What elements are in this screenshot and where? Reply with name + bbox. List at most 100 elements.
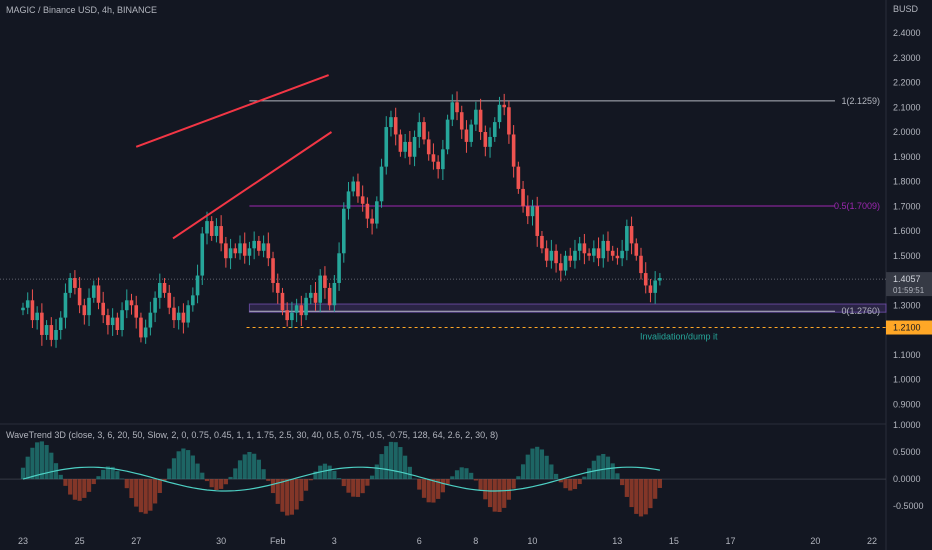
candle-body bbox=[242, 243, 247, 256]
osc-wave-bar bbox=[341, 479, 346, 487]
osc-wave-bar bbox=[473, 479, 478, 481]
candle-body bbox=[332, 282, 337, 306]
osc-wave-bar bbox=[72, 479, 77, 500]
candle-body bbox=[577, 243, 582, 251]
candle-body bbox=[389, 117, 393, 128]
osc-wave-bar bbox=[219, 479, 224, 489]
osc-wave-bar bbox=[157, 479, 162, 493]
candle-body bbox=[134, 305, 139, 318]
y-tick-label: 2.4000 bbox=[893, 28, 921, 38]
y-tick-label: 2.1000 bbox=[893, 102, 921, 112]
candle-body bbox=[44, 325, 49, 335]
candle-body bbox=[181, 312, 186, 323]
osc-tick-label: 1.0000 bbox=[893, 420, 921, 430]
candle-body bbox=[384, 127, 389, 167]
osc-wave-bar bbox=[299, 479, 304, 502]
candle-body bbox=[554, 250, 558, 264]
candle-body bbox=[478, 109, 483, 132]
osc-wave-bar bbox=[525, 454, 530, 480]
osc-wave-bar bbox=[478, 479, 483, 490]
candle-body bbox=[483, 132, 488, 147]
osc-wave-bar bbox=[370, 475, 375, 480]
osc-wave-bar bbox=[634, 479, 639, 514]
candle-body bbox=[492, 122, 497, 137]
candle-body bbox=[158, 282, 162, 298]
osc-wave-bar bbox=[620, 479, 625, 486]
candle-body bbox=[422, 122, 426, 140]
candle-body bbox=[91, 285, 96, 298]
osc-wave-bar bbox=[294, 479, 299, 510]
y-tick-label: 0.9000 bbox=[893, 399, 921, 409]
candle-body bbox=[167, 292, 172, 308]
candle-body bbox=[658, 278, 662, 281]
chart-title: MAGIC / Binance USD, 4h, BINANCE bbox=[6, 5, 158, 15]
y-tick-label: 2.3000 bbox=[893, 53, 921, 63]
osc-wave-bar bbox=[124, 479, 129, 489]
osc-wave-bar bbox=[605, 456, 611, 480]
candle-body bbox=[648, 285, 653, 293]
y-tick-label: 1.1000 bbox=[893, 350, 921, 360]
osc-wave-bar bbox=[285, 479, 290, 516]
y-tick-label: 1.7000 bbox=[893, 201, 921, 211]
osc-wave-bar bbox=[572, 479, 578, 490]
candle-body bbox=[643, 273, 648, 286]
osc-wave-bar bbox=[506, 479, 512, 500]
candle-body bbox=[507, 107, 511, 135]
fib-level-label: 0(1.2760) bbox=[841, 306, 880, 316]
candle-body bbox=[247, 248, 252, 256]
osc-wave-bar bbox=[82, 479, 87, 498]
candle-body bbox=[573, 250, 577, 261]
candle-body bbox=[21, 307, 25, 311]
y-tick-label: 1.8000 bbox=[893, 177, 921, 187]
candle-body bbox=[176, 312, 181, 321]
osc-wave-bar bbox=[77, 479, 82, 501]
osc-wave-bar bbox=[327, 465, 332, 480]
candle-body bbox=[106, 315, 110, 326]
candle-body bbox=[257, 240, 261, 251]
osc-wave-bar bbox=[223, 479, 228, 485]
osc-wave-bar bbox=[624, 479, 629, 497]
invalidation-price-label: 1.2100 bbox=[893, 323, 921, 333]
candle-body bbox=[544, 248, 549, 261]
candle-body bbox=[587, 253, 591, 256]
osc-wave-bar bbox=[105, 466, 111, 480]
candle-body bbox=[261, 243, 266, 251]
candle-body bbox=[521, 188, 525, 207]
osc-wave-bar bbox=[86, 479, 92, 492]
osc-tick-label: 0.0000 bbox=[893, 474, 921, 484]
osc-wave-bar bbox=[653, 479, 658, 499]
x-tick-label: 17 bbox=[725, 536, 735, 546]
candle-body bbox=[464, 129, 469, 142]
x-tick-label: 23 bbox=[18, 536, 28, 546]
osc-wave-bar bbox=[497, 479, 502, 513]
candle-body bbox=[634, 243, 639, 256]
osc-wave-bar bbox=[266, 479, 271, 481]
osc-wave-bar bbox=[587, 468, 592, 480]
candle-body bbox=[271, 258, 275, 283]
osc-wave-bar bbox=[129, 479, 134, 499]
candle-body bbox=[455, 102, 459, 113]
osc-wave-bar bbox=[35, 442, 40, 480]
osc-wave-bar bbox=[162, 479, 167, 481]
y-tick-label: 1.0000 bbox=[893, 375, 921, 385]
candle-body bbox=[563, 255, 568, 271]
osc-signal-line bbox=[22, 466, 661, 492]
candle-body bbox=[615, 255, 620, 259]
candle-body bbox=[601, 240, 606, 259]
candle-body bbox=[219, 226, 223, 244]
osc-wave-bar bbox=[91, 479, 96, 485]
invalidation-price-tag bbox=[886, 320, 932, 335]
candle-body bbox=[233, 248, 238, 254]
candle-body bbox=[525, 206, 530, 217]
osc-wave-bar bbox=[101, 469, 106, 480]
y-tick-label: 2.2000 bbox=[893, 78, 921, 88]
candle-body bbox=[469, 124, 473, 142]
candle-body bbox=[209, 221, 214, 236]
candle-body bbox=[540, 235, 544, 249]
countdown-label: 01:59:51 bbox=[893, 286, 925, 295]
y-tick-label: 2.0000 bbox=[893, 127, 921, 137]
candle-body bbox=[370, 218, 374, 224]
candle-body bbox=[172, 307, 176, 321]
osc-wave-bar bbox=[638, 479, 644, 517]
